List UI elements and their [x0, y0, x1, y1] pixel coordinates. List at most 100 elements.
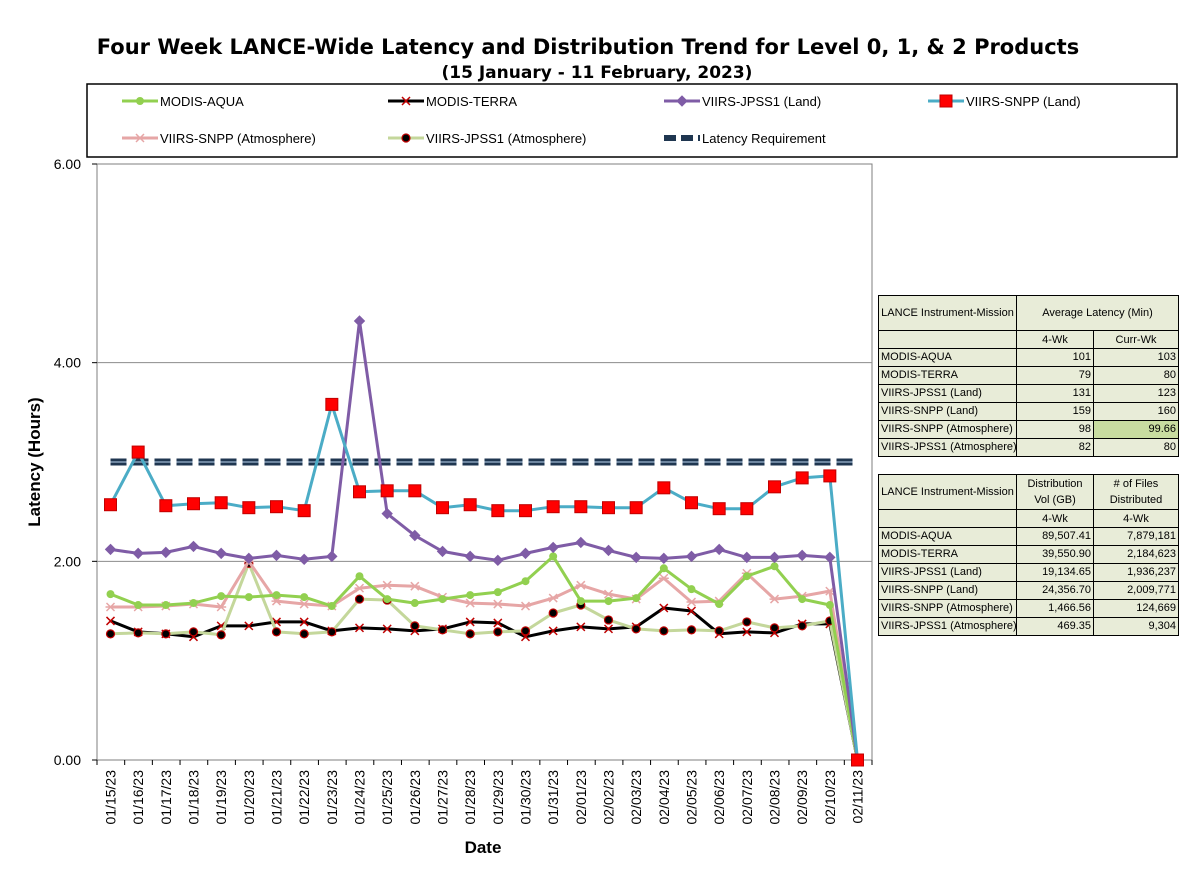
data-point: [272, 591, 281, 600]
x-tick-label: 02/01/23: [573, 770, 589, 825]
latency-row-currwk: 160: [1093, 402, 1179, 421]
chart-subtitle: (15 January - 11 February, 2023): [442, 63, 753, 83]
data-point: [410, 621, 420, 631]
latency-row-name: VIIRS-SNPP (Atmosphere): [878, 420, 1017, 439]
data-point: [715, 600, 724, 609]
distribution-row-vol: 469.35: [1016, 617, 1094, 636]
data-point: [851, 753, 864, 767]
data-point: [659, 626, 669, 636]
data-point: [602, 501, 615, 515]
data-point: [244, 621, 254, 631]
table-row: VIIRS-SNPP (Atmosphere) 1,466.56 124,669: [878, 599, 1179, 618]
data-point: [217, 592, 226, 601]
data-point: [795, 471, 809, 485]
latency-table-subheader-4wk: 4-Wk: [1016, 330, 1094, 349]
data-point: [436, 501, 449, 515]
data-point: [161, 601, 170, 610]
latency-table-spacer: [878, 330, 1017, 349]
legend-box: [86, 83, 1178, 158]
legend-entry: VIIRS-SNPP (Atmosphere): [122, 131, 316, 146]
x-tick-label: 02/11/23: [850, 770, 866, 824]
data-point: [327, 602, 336, 611]
data-point: [657, 481, 671, 495]
x-axis-ticks: 01/15/23 01/16/23 01/17/23 01/18/23 01/19/23…: [96, 760, 873, 825]
distribution-row-name: MODIS-AQUA: [878, 527, 1017, 546]
legend-entry: VIIRS-JPSS1 (Atmosphere): [388, 131, 586, 146]
x-tick-label: 01/27/23: [435, 770, 451, 825]
data-point: [466, 591, 475, 600]
data-point: [547, 541, 559, 554]
data-point: [686, 625, 697, 635]
distribution-row-vol: 24,356.70: [1016, 581, 1094, 600]
x-tick-label: 02/07/23: [739, 770, 755, 825]
data-point: [797, 621, 807, 631]
data-point: [409, 581, 420, 591]
x-tick-label: 01/20/23: [241, 770, 257, 825]
data-point: [549, 552, 558, 561]
data-point: [131, 445, 145, 459]
data-point: [798, 595, 807, 604]
data-point: [410, 599, 419, 608]
latency-table: LANCE Instrument-Mission Average Latency…: [878, 295, 1179, 457]
data-point: [159, 499, 173, 513]
data-point: [299, 617, 309, 627]
data-point: [401, 133, 411, 143]
series-layer: [104, 315, 864, 767]
x-tick-label: 01/21/23: [269, 770, 285, 825]
legend-entry: VIIRS-JPSS1 (Land): [664, 94, 821, 109]
series-line: [109, 606, 859, 761]
series-line: [109, 402, 859, 761]
latency-row-currwk: 80: [1093, 366, 1179, 385]
data-point: [327, 627, 337, 637]
x-tick-label: 01/15/23: [103, 770, 119, 825]
data-point: [769, 623, 780, 633]
distribution-row-files: 7,879,181: [1093, 527, 1179, 546]
x-tick-label: 02/10/23: [822, 770, 838, 825]
legend-entry: VIIRS-SNPP (Land): [928, 94, 1081, 109]
data-point: [300, 593, 309, 602]
distribution-row-name: VIIRS-SNPP (Land): [878, 581, 1017, 600]
data-point: [676, 95, 688, 107]
data-point: [353, 315, 366, 327]
data-point: [464, 550, 476, 563]
data-point: [187, 497, 200, 511]
latency-row-name: VIIRS-JPSS1 (Atmosphere): [878, 438, 1017, 457]
data-point: [355, 572, 364, 581]
latency-row-4wk: 98: [1016, 420, 1094, 439]
distribution-row-vol: 19,134.65: [1016, 563, 1094, 582]
data-point: [270, 500, 283, 514]
data-point: [271, 596, 282, 606]
data-point: [686, 606, 697, 616]
x-tick-label: 02/08/23: [767, 770, 783, 825]
x-tick-label: 02/03/23: [628, 770, 644, 825]
distribution-row-name: MODIS-TERRA: [878, 545, 1017, 564]
distribution-table-spacer: [878, 509, 1017, 528]
data-point: [136, 97, 144, 105]
data-point: [629, 501, 643, 515]
latency-row-currwk: 103: [1093, 348, 1179, 367]
data-point: [325, 397, 339, 411]
data-point: [401, 96, 411, 106]
table-row: VIIRS-JPSS1 (Land) 19,134.65 1,936,237: [878, 563, 1179, 582]
data-point: [712, 502, 726, 516]
chart-title: Four Week LANCE-Wide Latency and Distrib…: [97, 35, 1079, 59]
data-point: [132, 547, 144, 560]
x-tick-label: 01/17/23: [158, 770, 174, 825]
distribution-table-col2-header: Distribution Vol (GB): [1016, 474, 1094, 510]
data-point: [546, 500, 560, 514]
data-point: [742, 572, 751, 581]
data-point: [603, 624, 614, 634]
data-point: [187, 540, 200, 553]
data-point: [631, 624, 641, 634]
data-point: [492, 554, 504, 567]
latency-row-currwk: 123: [1093, 384, 1179, 403]
x-tick-label: 01/28/23: [462, 770, 478, 825]
table-row: VIIRS-SNPP (Atmosphere) 98 99.66: [878, 420, 1179, 439]
data-point: [520, 626, 531, 636]
x-axis-title: Date: [465, 838, 502, 857]
data-point: [632, 594, 641, 603]
data-point: [519, 547, 532, 560]
data-point: [354, 583, 365, 593]
data-point: [216, 602, 227, 612]
